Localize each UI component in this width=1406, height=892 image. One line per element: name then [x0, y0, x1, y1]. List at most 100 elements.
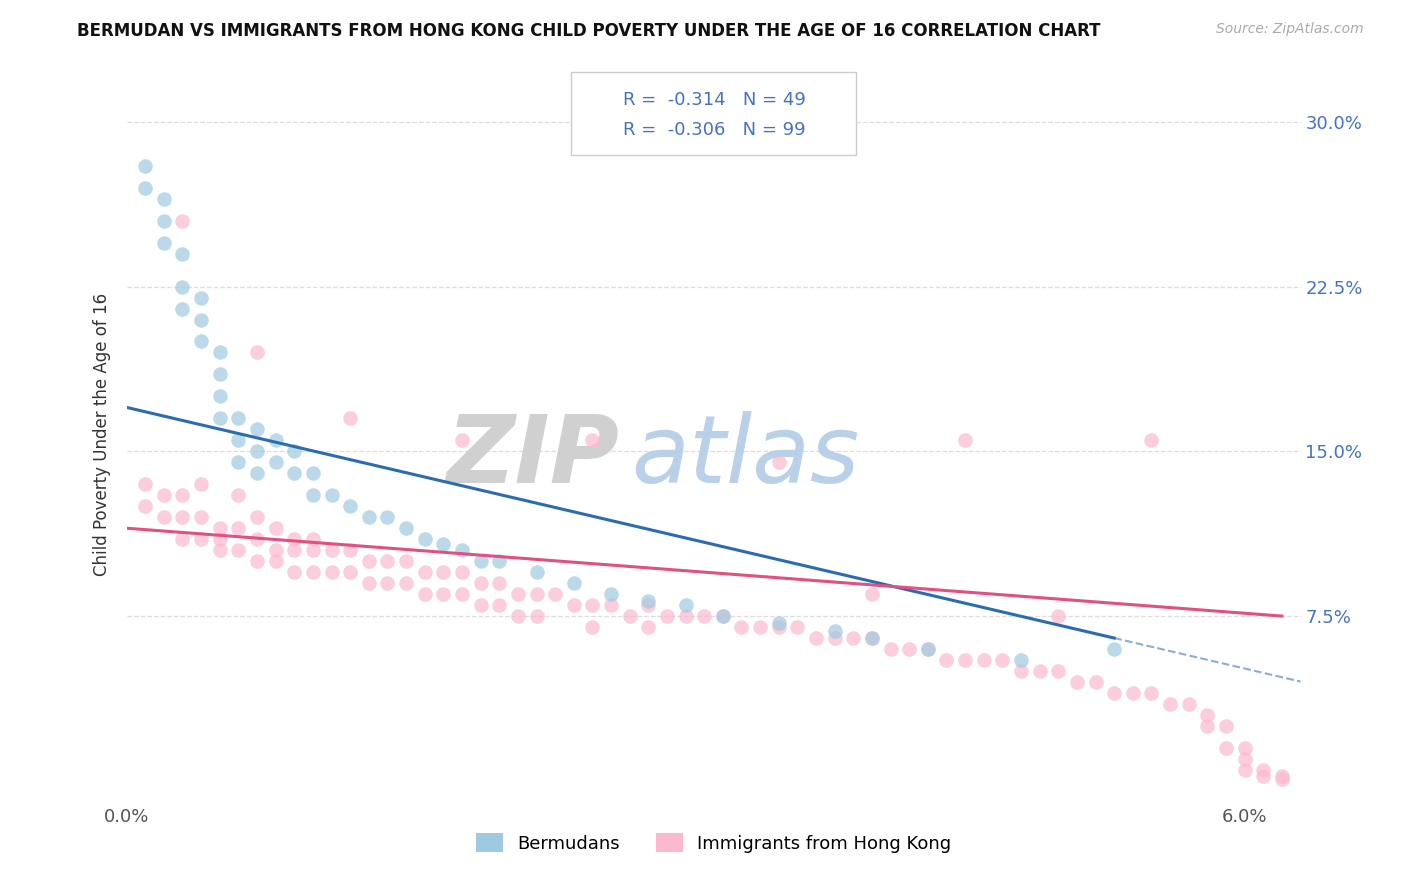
Text: BERMUDAN VS IMMIGRANTS FROM HONG KONG CHILD POVERTY UNDER THE AGE OF 16 CORRELAT: BERMUDAN VS IMMIGRANTS FROM HONG KONG CH…: [77, 22, 1101, 40]
Point: [917, 642, 939, 657]
Point: [283, 532, 305, 546]
Point: [973, 653, 995, 667]
Point: [619, 609, 641, 624]
Point: [488, 598, 510, 612]
Point: [749, 620, 772, 634]
Point: [711, 609, 734, 624]
Point: [357, 576, 380, 591]
Point: [1271, 772, 1294, 786]
Point: [860, 631, 883, 645]
Point: [526, 609, 548, 624]
Point: [1271, 769, 1294, 783]
Point: [172, 510, 194, 524]
Point: [637, 598, 659, 612]
Point: [190, 312, 212, 326]
Point: [432, 565, 454, 579]
Point: [283, 565, 305, 579]
Point: [470, 576, 492, 591]
Point: [581, 598, 603, 612]
Point: [172, 301, 194, 316]
Text: Source: ZipAtlas.com: Source: ZipAtlas.com: [1216, 22, 1364, 37]
Point: [357, 510, 380, 524]
Point: [172, 488, 194, 502]
Point: [228, 455, 250, 469]
Point: [264, 521, 287, 535]
Point: [1233, 740, 1256, 755]
Point: [1140, 686, 1163, 700]
Point: [339, 543, 361, 558]
Point: [264, 543, 287, 558]
Point: [488, 554, 510, 568]
Point: [190, 510, 212, 524]
Legend: Bermudans, Immigrants from Hong Kong: Bermudans, Immigrants from Hong Kong: [468, 826, 959, 860]
Point: [228, 488, 250, 502]
Point: [283, 444, 305, 458]
Point: [824, 631, 846, 645]
Point: [953, 653, 976, 667]
Point: [879, 642, 901, 657]
Point: [302, 488, 325, 502]
Point: [1010, 664, 1032, 678]
Point: [228, 411, 250, 425]
Point: [1010, 653, 1032, 667]
Point: [600, 587, 623, 601]
Point: [153, 213, 176, 227]
Point: [991, 653, 1014, 667]
Text: ZIP: ZIP: [447, 411, 620, 503]
Point: [526, 565, 548, 579]
Point: [488, 576, 510, 591]
Point: [1066, 675, 1088, 690]
Point: [675, 609, 697, 624]
Point: [302, 543, 325, 558]
Point: [264, 554, 287, 568]
Point: [413, 587, 436, 601]
Point: [1233, 763, 1256, 777]
Point: [711, 609, 734, 624]
Point: [1233, 752, 1256, 766]
Point: [768, 455, 790, 469]
Point: [228, 521, 250, 535]
Point: [786, 620, 808, 634]
Point: [655, 609, 678, 624]
Point: [1251, 763, 1274, 777]
Point: [395, 554, 418, 568]
Point: [824, 624, 846, 639]
Point: [190, 477, 212, 491]
Point: [377, 576, 399, 591]
Point: [321, 543, 343, 558]
Point: [208, 411, 231, 425]
Point: [377, 554, 399, 568]
Point: [1122, 686, 1144, 700]
Point: [283, 467, 305, 481]
Point: [357, 554, 380, 568]
Point: [246, 444, 269, 458]
Point: [898, 642, 921, 657]
Point: [302, 565, 325, 579]
Point: [1140, 434, 1163, 448]
Point: [842, 631, 865, 645]
Point: [1102, 686, 1125, 700]
Point: [413, 532, 436, 546]
Point: [637, 620, 659, 634]
Point: [264, 455, 287, 469]
Point: [917, 642, 939, 657]
Text: R =  -0.314   N = 49: R = -0.314 N = 49: [623, 91, 806, 109]
Point: [1177, 697, 1199, 711]
Point: [208, 543, 231, 558]
Point: [1197, 707, 1219, 722]
Point: [953, 434, 976, 448]
Point: [153, 488, 176, 502]
Point: [1215, 719, 1237, 733]
Point: [190, 532, 212, 546]
Point: [693, 609, 716, 624]
Point: [172, 246, 194, 260]
Point: [451, 565, 474, 579]
Point: [730, 620, 752, 634]
Point: [172, 279, 194, 293]
Point: [395, 521, 418, 535]
Y-axis label: Child Poverty Under the Age of 16: Child Poverty Under the Age of 16: [93, 293, 111, 576]
Point: [935, 653, 957, 667]
Point: [208, 521, 231, 535]
Point: [451, 587, 474, 601]
Point: [1102, 642, 1125, 657]
